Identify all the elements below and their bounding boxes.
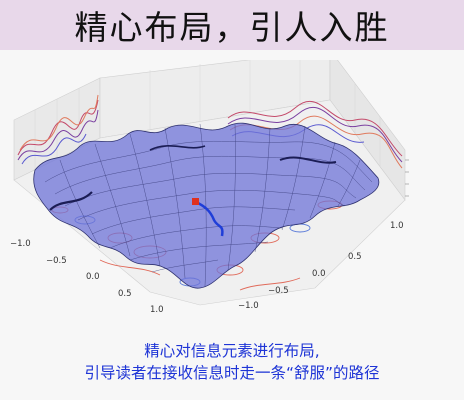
y-tick-label: 0.0 (312, 269, 326, 279)
z-axis-ticks (405, 160, 409, 196)
3d-surface-figure: −1.0 −0.5 0.0 0.5 1.0 1.0 0.5 0.0 −0.5 −… (0, 60, 464, 325)
caption-line-2: 引导读者在接收信息时走一条“舒服”的路径 (0, 362, 464, 384)
x-tick-label: 0.0 (86, 272, 100, 282)
y-tick-label: 0.5 (348, 252, 362, 262)
x-tick-label: 1.0 (150, 305, 164, 315)
y-tick-label: −0.5 (268, 286, 289, 296)
x-tick-label: −0.5 (46, 256, 67, 266)
caption-line-1: 精心对信息元素进行布局, (0, 340, 464, 362)
page-title: 精心布局，引人入胜 (75, 1, 390, 49)
surface-plot: −1.0 −0.5 0.0 0.5 1.0 1.0 0.5 0.0 −0.5 −… (0, 60, 464, 325)
title-banner: 精心布局，引人入胜 (0, 0, 464, 50)
y-tick-label: −1.0 (238, 301, 259, 311)
start-marker (192, 198, 199, 205)
x-tick-label: −1.0 (10, 239, 31, 249)
caption: 精心对信息元素进行布局, 引导读者在接收信息时走一条“舒服”的路径 (0, 340, 464, 384)
y-tick-label: 1.0 (390, 221, 404, 231)
x-tick-label: 0.5 (118, 289, 132, 299)
